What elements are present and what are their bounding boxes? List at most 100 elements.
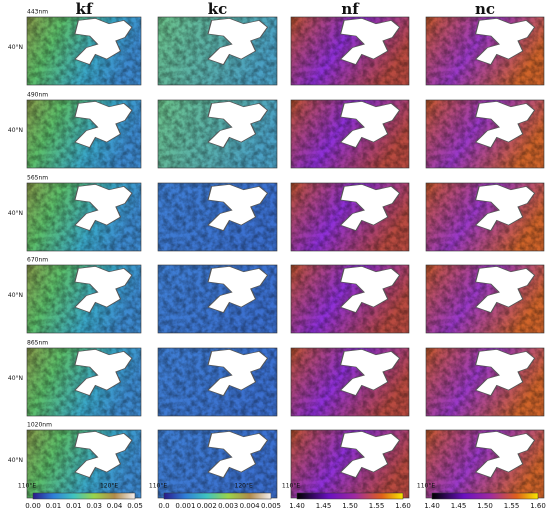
land-mask xyxy=(74,348,133,397)
land-mask xyxy=(474,17,536,66)
panel-frame xyxy=(425,347,545,417)
land-mask xyxy=(339,100,401,149)
panel-frame xyxy=(157,264,278,334)
wavelength-label: 443nm xyxy=(27,9,48,16)
colorbar-tick-label: 1.55 xyxy=(369,502,385,510)
wavelength-label: 865nm xyxy=(27,340,48,347)
colorbar-tick-label: 0.03 xyxy=(86,502,102,510)
colorbar-tick-label: 1.50 xyxy=(477,502,493,510)
map-panel xyxy=(425,264,545,334)
panel-frame xyxy=(290,347,410,417)
land-mask xyxy=(339,430,401,479)
lat-label: 40°N xyxy=(8,127,23,134)
colorbar-tick-label: 0.003 xyxy=(218,502,238,510)
column-title: nf xyxy=(341,0,360,18)
panel-frame xyxy=(290,16,410,86)
map-panel xyxy=(290,16,410,86)
land-mask xyxy=(474,348,536,397)
panel-frame xyxy=(425,16,545,86)
column-title: kf xyxy=(76,0,94,18)
land-mask xyxy=(74,17,133,66)
map-panel xyxy=(290,264,410,334)
map-panel xyxy=(26,264,142,334)
land-mask xyxy=(207,348,269,397)
colorbar-tick-label: 0.01 xyxy=(66,502,82,510)
lat-label: 40°N xyxy=(8,44,23,51)
map-panel xyxy=(157,99,278,169)
map-panel xyxy=(26,99,142,169)
land-mask xyxy=(207,430,269,479)
colorbar-tick-label: 1.45 xyxy=(316,502,332,510)
map-panel xyxy=(26,182,142,252)
panel-frame xyxy=(157,347,278,417)
panel-frame xyxy=(290,182,410,252)
panel-frame xyxy=(26,264,142,334)
colorbar xyxy=(431,492,539,500)
land-mask xyxy=(339,265,401,314)
colorbar-tick-label: 1.40 xyxy=(424,502,440,510)
panel-frame xyxy=(26,99,142,169)
panel-frame xyxy=(425,264,545,334)
wavelength-label: 565nm xyxy=(27,175,48,182)
land-mask xyxy=(474,265,536,314)
panel-frame xyxy=(26,16,142,86)
land-mask xyxy=(207,183,269,232)
colorbar-tick-label: 0.001 xyxy=(175,502,195,510)
land-mask xyxy=(74,430,133,479)
map-panel xyxy=(425,182,545,252)
land-mask xyxy=(207,17,269,66)
lat-label: 40°N xyxy=(8,292,23,299)
colorbar-tick-label: 1.60 xyxy=(395,502,411,510)
lon-label: 110°E xyxy=(417,483,435,490)
map-panel xyxy=(26,16,142,86)
colorbar-tick-label: 0.0 xyxy=(158,502,169,510)
map-panel xyxy=(290,429,410,499)
lon-label: 120°E xyxy=(100,483,118,490)
colorbar-tick-label: 0.002 xyxy=(197,502,217,510)
lon-label: 110°E xyxy=(282,483,300,490)
lon-label: 110°E xyxy=(18,483,36,490)
land-mask xyxy=(207,100,269,149)
land-mask xyxy=(74,265,133,314)
lon-label: 110°E xyxy=(149,483,167,490)
land-mask xyxy=(74,100,133,149)
wavelength-label: 670nm xyxy=(27,257,48,264)
panel-frame xyxy=(425,182,545,252)
colorbar-tick-label: 0.004 xyxy=(240,502,261,510)
lon-label: 120°E xyxy=(235,483,253,490)
land-mask xyxy=(339,348,401,397)
land-mask xyxy=(474,100,536,149)
land-mask xyxy=(74,183,133,232)
colorbar-tick-label: 0.00 xyxy=(25,502,41,510)
map-panel xyxy=(157,182,278,252)
panel-frame xyxy=(290,264,410,334)
map-panel xyxy=(425,429,545,499)
panel-frame xyxy=(26,182,142,252)
wavelength-label: 1020nm xyxy=(27,422,52,429)
panel-frame xyxy=(425,99,545,169)
panel-frame xyxy=(157,16,278,86)
colorbar-tick-label: 0.005 xyxy=(261,502,281,510)
colorbar-tick-label: 1.60 xyxy=(530,502,546,510)
map-panel xyxy=(290,347,410,417)
map-panel xyxy=(290,182,410,252)
map-panel xyxy=(157,429,278,499)
lat-label: 40°N xyxy=(8,457,23,464)
lat-label: 40°N xyxy=(8,375,23,382)
map-panel xyxy=(157,347,278,417)
panel-frame xyxy=(157,99,278,169)
map-panel xyxy=(26,347,142,417)
column-title: nc xyxy=(475,0,495,18)
colorbar xyxy=(163,492,272,500)
wavelength-label: 490nm xyxy=(27,92,48,99)
colorbar-tick-label: 1.40 xyxy=(289,502,305,510)
map-panel xyxy=(26,429,142,499)
map-panel xyxy=(425,99,545,169)
lat-label: 40°N xyxy=(8,210,23,217)
map-panel xyxy=(425,347,545,417)
column-title: kc xyxy=(208,0,228,18)
panel-frame xyxy=(290,99,410,169)
land-mask xyxy=(207,265,269,314)
colorbar-tick-label: 1.55 xyxy=(504,502,520,510)
